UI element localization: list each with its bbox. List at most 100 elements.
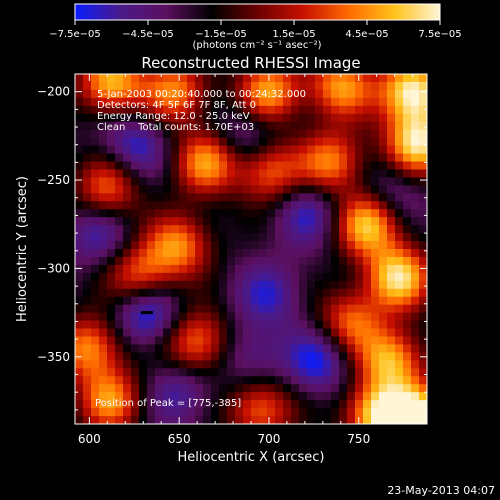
heatmap-cell (291, 376, 300, 385)
heatmap-cell (115, 161, 124, 171)
heatmap-cell (339, 74, 348, 83)
heatmap-cell (347, 74, 356, 83)
heatmap-cell (107, 145, 116, 155)
heatmap-cell (139, 209, 148, 218)
heatmap-cell (83, 137, 92, 147)
heatmap-cell (251, 384, 260, 393)
heatmap-cell (155, 153, 164, 163)
heatmap-cell (115, 105, 124, 115)
heatmap-cell (203, 288, 212, 298)
heatmap-cell (235, 153, 244, 163)
heatmap-cell (395, 185, 404, 194)
heatmap-cell (179, 392, 188, 401)
heatmap-cell (235, 113, 244, 123)
heatmap-cell (211, 89, 220, 99)
heatmap-cell (275, 304, 284, 314)
heatmap-cell (243, 225, 252, 234)
heatmap-cell (99, 360, 108, 369)
heatmap-cell (187, 368, 196, 377)
heatmap-cell (267, 288, 276, 298)
heatmap-cell (83, 225, 92, 234)
heatmap-cell (139, 217, 148, 226)
heatmap-cell (251, 97, 260, 107)
heatmap-cell (251, 249, 260, 258)
heatmap-cell (131, 209, 140, 218)
heatmap-cell (267, 97, 276, 107)
heatmap-cell (283, 384, 292, 393)
heatmap-cell (283, 249, 292, 258)
heatmap-cell (355, 272, 364, 282)
heatmap-cell (267, 264, 276, 274)
heatmap-cell (203, 256, 212, 266)
heatmap-cell (211, 264, 220, 274)
heatmap-cell (315, 185, 324, 194)
heatmap-cell (379, 384, 388, 393)
heatmap-cell (243, 97, 252, 107)
heatmap-cell (275, 241, 284, 250)
heatmap-cell (379, 304, 388, 314)
heatmap-cell (99, 241, 108, 250)
heatmap-cell (243, 185, 252, 194)
heatmap-cell (235, 121, 244, 131)
heatmap-cell (267, 408, 276, 417)
heatmap-cell (203, 81, 212, 91)
heatmap-cell (275, 352, 284, 361)
heatmap-cell (243, 81, 252, 91)
heatmap-cell (259, 312, 268, 322)
heatmap-cell (211, 416, 220, 424)
heatmap-cell (395, 304, 404, 314)
heatmap-cell (419, 241, 427, 250)
heatmap-cell (355, 145, 364, 155)
heatmap-cell (331, 272, 340, 282)
heatmap-cell (411, 201, 420, 210)
heatmap-cell (91, 121, 100, 131)
y-tick-label: −350 (37, 350, 70, 364)
heatmap-cell (347, 249, 356, 258)
heatmap-cell (171, 169, 180, 178)
heatmap-cell (123, 304, 132, 314)
heatmap-cell (347, 368, 356, 377)
heatmap-cell (251, 320, 260, 330)
heatmap-cell (171, 376, 180, 385)
heatmap-cell (75, 129, 84, 139)
heatmap-cell (307, 193, 316, 202)
heatmap-cell (227, 161, 236, 171)
heatmap-cell (83, 241, 92, 250)
heatmap-cell (75, 392, 84, 401)
heatmap-cell (275, 280, 284, 290)
heatmap-cell (387, 97, 396, 107)
heatmap-cell (355, 384, 364, 393)
heatmap-cell (395, 81, 404, 91)
heatmap-cell (227, 121, 236, 131)
heatmap-cell (243, 296, 252, 306)
heatmap-cell (267, 233, 276, 242)
heatmap-cell (371, 145, 380, 155)
heatmap-cell (371, 256, 380, 266)
heatmap-cell (235, 320, 244, 330)
heatmap-cell (227, 408, 236, 417)
heatmap-cell (203, 225, 212, 234)
heatmap-cell (299, 97, 308, 107)
heatmap-cell (187, 193, 196, 202)
heatmap-cell (107, 408, 116, 417)
heatmap-cell (299, 360, 308, 369)
heatmap-cell (379, 89, 388, 99)
heatmap-cell (115, 256, 124, 266)
heatmap-cell (419, 193, 427, 202)
heatmap-cell (235, 336, 244, 346)
heatmap-cell (275, 344, 284, 353)
heatmap-cell (395, 209, 404, 218)
heatmap-cell (91, 145, 100, 155)
heatmap-cell (171, 320, 180, 330)
heatmap-cell (187, 296, 196, 306)
heatmap-cell (243, 320, 252, 330)
heatmap-cell (99, 296, 108, 306)
heatmap-cell (403, 344, 412, 353)
heatmap-cell (123, 74, 132, 83)
heatmap-cell (123, 121, 132, 131)
heatmap-cell (243, 161, 252, 171)
heatmap-cell (99, 217, 108, 226)
heatmap-cell (203, 217, 212, 226)
heatmap-cell (363, 280, 372, 290)
heatmap-cell (163, 368, 172, 377)
